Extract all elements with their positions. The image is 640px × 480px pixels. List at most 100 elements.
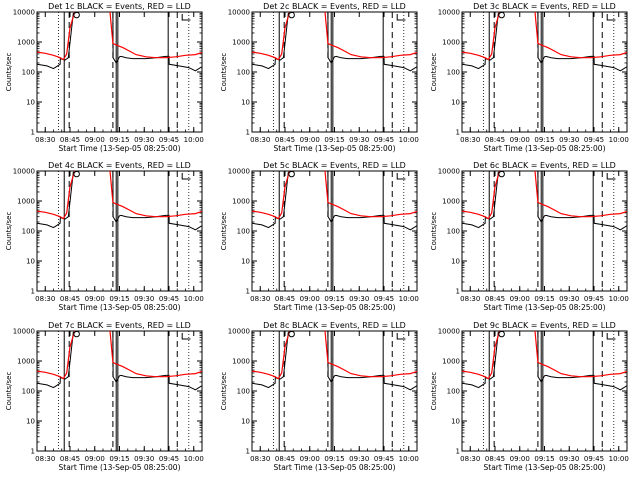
y-tick-label: 1 bbox=[456, 129, 460, 137]
x-axis-label: Start Time (13-Sep-05 08:25:00) bbox=[59, 303, 181, 312]
x-tick-label: 10:00 bbox=[609, 136, 629, 144]
top-step-mark bbox=[181, 173, 191, 180]
x-tick-label: 09:00 bbox=[85, 295, 105, 303]
lld-series-line bbox=[37, 171, 202, 220]
x-tick-label: 09:00 bbox=[510, 455, 530, 463]
saturation-marker bbox=[73, 12, 80, 19]
chart-panel-9: Det 9c BLACK = Events, RED = LLD 1 10 100 10… bbox=[430, 321, 629, 472]
x-tick-label: 09:45 bbox=[159, 136, 179, 144]
x-tick-label: 09:45 bbox=[584, 136, 604, 144]
y-tick-label: 10 bbox=[451, 258, 460, 266]
lld-series-line bbox=[37, 331, 202, 380]
y-tick-label: 10 bbox=[26, 99, 35, 107]
x-tick-label: 09:45 bbox=[374, 136, 394, 144]
y-tick-label: 100 bbox=[237, 228, 250, 236]
y-tick-label: 1000 bbox=[232, 39, 250, 47]
chart-title: Det 6c BLACK = Events, RED = LLD bbox=[473, 161, 616, 170]
y-tick-label: 10000 bbox=[13, 328, 35, 336]
y-tick-label: 10000 bbox=[228, 168, 250, 176]
lld-series-line bbox=[252, 12, 417, 61]
x-tick-label: 08:45 bbox=[485, 295, 505, 303]
y-tick-label: 1000 bbox=[17, 198, 35, 206]
y-tick-label: 10 bbox=[241, 99, 250, 107]
lld-series-line bbox=[252, 171, 417, 220]
x-tick-label: 10:00 bbox=[609, 455, 629, 463]
plot-area bbox=[37, 12, 202, 132]
x-tick-label: 08:30 bbox=[460, 295, 480, 303]
y-tick-label: 1 bbox=[31, 129, 35, 137]
y-tick-label: 1000 bbox=[232, 198, 250, 206]
y-tick-label: 100 bbox=[447, 69, 460, 77]
top-step-mark bbox=[396, 14, 406, 21]
x-tick-label: 10:00 bbox=[184, 136, 204, 144]
x-tick-label: 09:45 bbox=[374, 295, 394, 303]
x-tick-label: 09:30 bbox=[134, 295, 154, 303]
plot-area bbox=[462, 171, 627, 291]
x-axis-label: Start Time (13-Sep-05 08:25:00) bbox=[59, 144, 181, 153]
chart-title: Det 7c BLACK = Events, RED = LLD bbox=[48, 321, 191, 330]
saturation-marker bbox=[288, 12, 295, 19]
chart-panel-3: Det 3c BLACK = Events, RED = LLD 1 10 100 10… bbox=[430, 2, 629, 153]
chart-panel-6: Det 6c BLACK = Events, RED = LLD 1 10 100 10… bbox=[430, 161, 629, 312]
x-tick-label: 09:15 bbox=[534, 295, 554, 303]
x-tick-label: 09:45 bbox=[159, 295, 179, 303]
saturation-marker bbox=[498, 12, 505, 19]
chart-panel-8: Det 8c BLACK = Events, RED = LLD 1 10 100 10… bbox=[220, 321, 419, 472]
chart-panel-5: Det 5c BLACK = Events, RED = LLD 1 10 100 10… bbox=[220, 161, 419, 312]
top-step-mark bbox=[606, 14, 616, 21]
x-axis-label: Start Time (13-Sep-05 08:25:00) bbox=[484, 303, 606, 312]
plot-area bbox=[252, 12, 417, 132]
events-series-line bbox=[37, 171, 202, 231]
saturation-marker bbox=[288, 331, 295, 338]
events-series-line bbox=[252, 12, 417, 72]
y-tick-label: 10 bbox=[26, 418, 35, 426]
x-tick-label: 09:15 bbox=[534, 455, 554, 463]
y-tick-label: 1000 bbox=[442, 39, 460, 47]
x-tick-label: 08:45 bbox=[275, 295, 295, 303]
x-tick-label: 09:45 bbox=[374, 455, 394, 463]
x-tick-label: 09:30 bbox=[349, 455, 369, 463]
y-tick-label: 1 bbox=[31, 288, 35, 296]
y-tick-label: 1 bbox=[31, 448, 35, 456]
x-tick-label: 08:30 bbox=[460, 455, 480, 463]
chart-panel-4: Det 4c BLACK = Events, RED = LLD 1 10 100 10… bbox=[5, 161, 204, 312]
x-tick-label: 08:30 bbox=[35, 295, 55, 303]
x-tick-label: 08:30 bbox=[250, 136, 270, 144]
plot-area bbox=[462, 331, 627, 451]
plot-area bbox=[252, 171, 417, 291]
y-tick-label: 100 bbox=[22, 228, 35, 236]
y-tick-label: 10000 bbox=[228, 328, 250, 336]
y-axis-label: Counts/sec bbox=[430, 212, 438, 251]
x-tick-label: 10:00 bbox=[399, 295, 419, 303]
x-tick-label: 09:15 bbox=[324, 455, 344, 463]
y-tick-label: 1 bbox=[246, 448, 250, 456]
lld-series-line bbox=[462, 331, 627, 380]
y-tick-label: 10 bbox=[26, 258, 35, 266]
x-tick-label: 08:45 bbox=[485, 455, 505, 463]
chart-title: Det 5c BLACK = Events, RED = LLD bbox=[263, 161, 406, 170]
plot-area bbox=[37, 331, 202, 451]
y-tick-label: 10 bbox=[451, 418, 460, 426]
lld-series-line bbox=[462, 12, 627, 61]
events-series-line bbox=[37, 331, 202, 391]
x-tick-label: 08:30 bbox=[250, 295, 270, 303]
saturation-marker bbox=[498, 331, 505, 338]
x-axis-label: Start Time (13-Sep-05 08:25:00) bbox=[274, 144, 396, 153]
x-tick-label: 09:30 bbox=[559, 295, 579, 303]
saturation-marker bbox=[288, 171, 295, 178]
y-tick-label: 100 bbox=[447, 388, 460, 396]
chart-panel-7: Det 7c BLACK = Events, RED = LLD 1 10 100 10… bbox=[5, 321, 204, 472]
x-axis-label: Start Time (13-Sep-05 08:25:00) bbox=[484, 144, 606, 153]
lld-series-line bbox=[462, 171, 627, 220]
x-tick-label: 09:00 bbox=[300, 295, 320, 303]
saturation-marker bbox=[73, 171, 80, 178]
chart-panel-1: Det 1c BLACK = Events, RED = LLD 1 10 100 10… bbox=[5, 2, 204, 153]
y-tick-label: 10000 bbox=[13, 9, 35, 17]
y-tick-label: 1 bbox=[246, 129, 250, 137]
chart-title: Det 9c BLACK = Events, RED = LLD bbox=[473, 321, 616, 330]
x-tick-label: 09:15 bbox=[109, 455, 129, 463]
x-tick-label: 09:15 bbox=[109, 136, 129, 144]
x-tick-label: 09:30 bbox=[559, 455, 579, 463]
saturation-marker bbox=[73, 331, 80, 338]
events-series-line bbox=[252, 331, 417, 391]
